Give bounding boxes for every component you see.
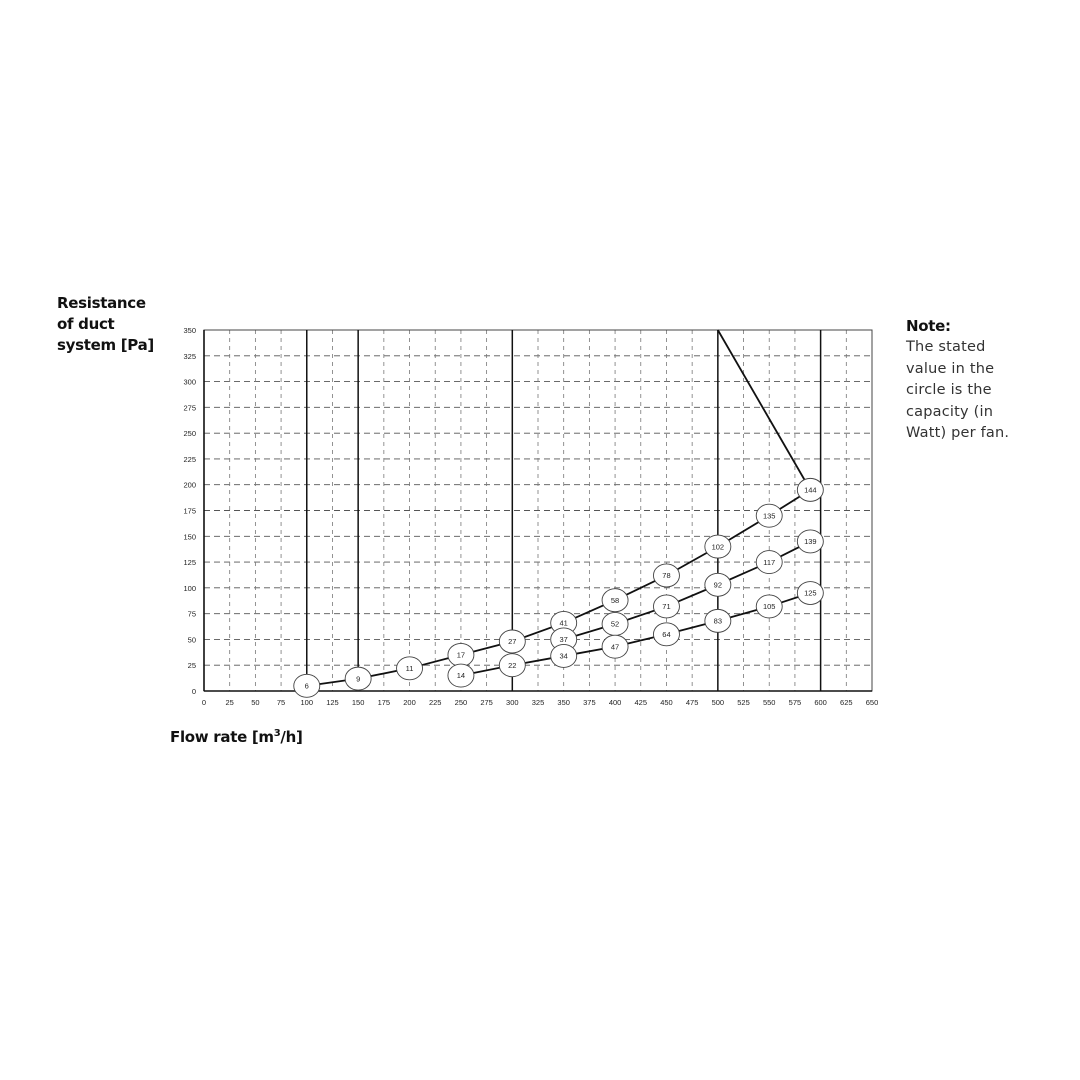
- data-point-circle: [704, 572, 732, 597]
- data-point-circle: [498, 629, 526, 654]
- data-label: 64: [662, 630, 670, 639]
- x-tick-label: 225: [429, 698, 442, 707]
- x-tick-label: 375: [583, 698, 596, 707]
- data-label: 117: [763, 558, 775, 567]
- data-label: 17: [457, 651, 465, 660]
- data-point-circle: [601, 588, 629, 613]
- data-point-circle: [653, 563, 680, 588]
- x-axis-label: Flow rate [m3/h]: [170, 728, 303, 746]
- y-tick-label: 200: [183, 481, 196, 490]
- data-point-circle: [704, 608, 732, 633]
- x-tick-label: 550: [763, 698, 776, 707]
- data-label: 27: [508, 637, 516, 646]
- x-tick-label: 25: [226, 698, 234, 707]
- data-label: 139: [804, 537, 817, 546]
- data-label: 14: [457, 671, 465, 680]
- note-title: Note:: [906, 317, 951, 335]
- x-tick-label: 525: [737, 698, 750, 707]
- data-label: 71: [662, 602, 670, 611]
- data-point-circle: [796, 529, 824, 554]
- y-tick-label: 250: [183, 429, 196, 438]
- data-point-circle: [293, 673, 321, 698]
- x-tick-label: 600: [814, 698, 827, 707]
- y-tick-label: 275: [183, 403, 196, 412]
- data-point-circle: [498, 653, 526, 678]
- data-label: 125: [804, 589, 817, 598]
- y-tick-label: 225: [183, 455, 196, 464]
- x-tick-label: 325: [532, 698, 545, 707]
- data-label: 11: [406, 664, 414, 673]
- data-point-circle: [755, 594, 783, 619]
- data-label: 41: [560, 619, 568, 628]
- x-tick-label: 425: [635, 698, 648, 707]
- y-tick-label: 75: [188, 610, 196, 619]
- y-tick-label: 175: [183, 507, 196, 516]
- y-tick-label: 100: [183, 584, 196, 593]
- y-tick-label: 50: [188, 635, 196, 644]
- data-label: 37: [560, 635, 568, 644]
- data-point-circle: [601, 634, 629, 659]
- data-label: 78: [662, 571, 670, 580]
- y-tick-label: 300: [183, 378, 196, 387]
- x-tick-label: 50: [251, 698, 259, 707]
- data-label: 92: [714, 580, 722, 589]
- data-label: 58: [611, 596, 619, 605]
- x-tick-label: 0: [202, 698, 206, 707]
- data-point-circle: [704, 534, 732, 559]
- data-label: 6: [305, 682, 309, 691]
- data-point-circle: [653, 594, 680, 619]
- data-point-circle: [755, 550, 783, 575]
- data-label: 9: [356, 674, 360, 683]
- x-tick-label: 150: [352, 698, 365, 707]
- limit-line: [717, 329, 812, 491]
- x-tick-label: 75: [277, 698, 285, 707]
- data-label: 144: [804, 486, 817, 495]
- data-label: 52: [611, 620, 619, 629]
- y-axis-label: Resistance of duct system [Pa]: [57, 294, 154, 354]
- data-label: 102: [712, 542, 725, 551]
- y-tick-label: 0: [192, 687, 196, 696]
- x-tick-label: 575: [789, 698, 802, 707]
- data-point-circle: [550, 643, 578, 668]
- data-label: 135: [763, 511, 776, 520]
- data-label: 83: [714, 617, 722, 626]
- x-tick-label: 625: [840, 698, 853, 707]
- data-point-circle: [796, 477, 824, 502]
- y-tick-label: 125: [183, 558, 196, 567]
- x-tick-label: 175: [378, 698, 391, 707]
- note-text: The stated value in the circle is the ca…: [906, 339, 1010, 441]
- x-tick-label: 100: [301, 698, 314, 707]
- data-label: 105: [763, 602, 776, 611]
- data-label: 47: [611, 642, 619, 651]
- data-point-circle: [447, 663, 475, 688]
- data-point-circle: [796, 581, 824, 605]
- x-tick-label: 200: [403, 698, 416, 707]
- y-tick-label: 325: [183, 352, 196, 361]
- x-tick-label: 300: [506, 698, 519, 707]
- x-tick-label: 350: [557, 698, 570, 707]
- y-tick-label: 150: [183, 532, 196, 541]
- data-label: 22: [508, 661, 516, 670]
- x-tick-label: 650: [866, 698, 879, 707]
- x-tick-label: 500: [712, 698, 725, 707]
- data-point-circle: [653, 622, 680, 647]
- y-tick-label: 350: [183, 326, 196, 335]
- x-tick-label: 475: [686, 698, 699, 707]
- x-tick-label: 250: [455, 698, 468, 707]
- data-point-circle: [396, 656, 423, 681]
- x-axis-label-tail: /h]: [280, 728, 303, 746]
- x-axis-label-superscript: 3: [273, 728, 281, 739]
- x-axis-label-main: Flow rate [m: [170, 728, 274, 746]
- x-tick-label: 275: [480, 698, 493, 707]
- data-label: 34: [560, 652, 568, 661]
- y-tick-label: 25: [188, 661, 196, 670]
- note-box: Note: The stated value in the circle is …: [906, 317, 1016, 445]
- data-point-circle: [755, 503, 783, 528]
- x-tick-label: 125: [326, 698, 339, 707]
- x-tick-label: 400: [609, 698, 622, 707]
- x-tick-label: 450: [660, 698, 673, 707]
- data-point-circle: [344, 666, 372, 691]
